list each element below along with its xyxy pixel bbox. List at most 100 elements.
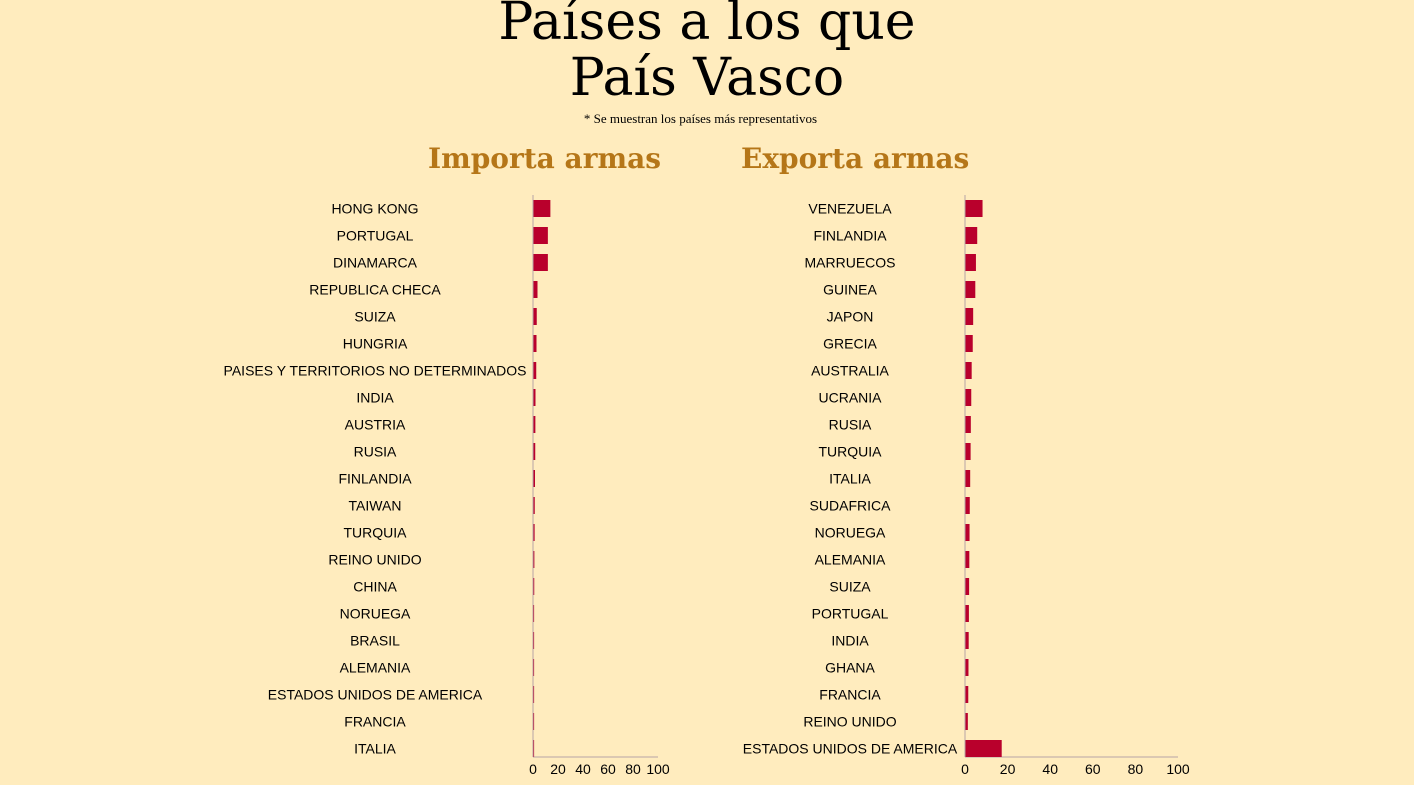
exports-bar	[965, 308, 974, 325]
exports-category-label: JAPON	[827, 309, 874, 325]
imports-category-label: ITALIA	[354, 741, 396, 757]
imports-bar	[533, 389, 536, 406]
exports-bar	[965, 632, 969, 649]
exports-bar	[965, 470, 971, 487]
imports-category-label: RUSIA	[354, 444, 397, 460]
exports-x-tick-label: 80	[1128, 761, 1144, 777]
exports-x-tick-label: 0	[961, 761, 969, 777]
imports-bar	[533, 416, 536, 433]
imports-category-label: FRANCIA	[344, 714, 406, 730]
exports-x-tick-label: 60	[1085, 761, 1101, 777]
imports-category-label: FINLANDIA	[338, 471, 412, 487]
exports-bar	[965, 551, 970, 568]
exports-bar	[965, 740, 1002, 757]
imports-x-tick-label: 80	[625, 761, 641, 777]
exports-bar	[965, 524, 970, 541]
exports-x-tick-label: 100	[1166, 761, 1190, 777]
imports-bar	[533, 497, 535, 514]
imports-x-tick-label: 20	[550, 761, 566, 777]
exports-bar	[965, 416, 971, 433]
title-line-1: Países a los que	[498, 0, 916, 52]
imports-bar	[533, 686, 535, 703]
exports-bar	[965, 254, 976, 271]
exports-category-label: SUIZA	[829, 579, 871, 595]
exports-x-tick-label: 20	[1000, 761, 1016, 777]
exports-category-label: FINLANDIA	[813, 228, 887, 244]
imports-bar	[533, 281, 538, 298]
exports-category-label: RUSIA	[829, 417, 872, 433]
imports-bar	[533, 308, 537, 325]
exports-category-label: FRANCIA	[819, 687, 881, 703]
imports-category-label: PORTUGAL	[337, 228, 414, 244]
imports-category-label: DINAMARCA	[333, 255, 418, 271]
imports-bar	[533, 659, 535, 676]
exports-bar	[965, 713, 968, 730]
imports-bar	[533, 470, 535, 487]
imports-category-label: HONG KONG	[331, 201, 418, 217]
imports-category-label: BRASIL	[350, 633, 400, 649]
exports-category-label: PORTUGAL	[812, 606, 889, 622]
exports-bar	[965, 281, 976, 298]
imports-category-label: PAISES Y TERRITORIOS NO DETERMINADOS	[224, 363, 527, 379]
imports-bar	[533, 605, 535, 622]
exports-category-label: GHANA	[825, 660, 875, 676]
exports-bar	[965, 605, 969, 622]
imports-bar	[533, 227, 548, 244]
exports-bar	[965, 578, 970, 595]
exports-bar	[965, 200, 983, 217]
imports-x-tick-label: 60	[600, 761, 616, 777]
exports-category-label: GUINEA	[823, 282, 877, 298]
imports-panel-title: Importa armas	[428, 142, 661, 175]
imports-bar	[533, 443, 536, 460]
imports-bar	[533, 362, 537, 379]
exports-category-label: NORUEGA	[815, 525, 886, 541]
imports-x-tick-label: 40	[575, 761, 591, 777]
exports-bar	[965, 659, 969, 676]
imports-category-label: HUNGRIA	[343, 336, 408, 352]
imports-category-label: ALEMANIA	[340, 660, 411, 676]
exports-category-label: AUSTRALIA	[811, 363, 889, 379]
subtitle-note: * Se muestran los países más representat…	[583, 111, 818, 126]
exports-bar	[965, 389, 972, 406]
imports-category-label: TURQUIA	[344, 525, 408, 541]
exports-bar	[965, 497, 970, 514]
imports-category-label: INDIA	[356, 390, 394, 406]
exports-bar	[965, 362, 972, 379]
imports-x-tick-label: 0	[529, 761, 537, 777]
exports-bar	[965, 443, 971, 460]
exports-category-label: ESTADOS UNIDOS DE AMERICA	[743, 741, 958, 757]
exports-bar	[965, 335, 973, 352]
exports-bar	[965, 686, 969, 703]
imports-category-label: NORUEGA	[340, 606, 411, 622]
exports-category-label: TURQUIA	[819, 444, 883, 460]
imports-bar	[533, 740, 535, 757]
imports-x-tick-label: 100	[646, 761, 670, 777]
imports-category-label: AUSTRIA	[345, 417, 406, 433]
imports-bar	[533, 713, 535, 730]
exports-category-label: REINO UNIDO	[803, 714, 896, 730]
imports-category-label: ESTADOS UNIDOS DE AMERICA	[268, 687, 483, 703]
imports-category-label: TAIWAN	[349, 498, 402, 514]
imports-bar	[533, 551, 535, 568]
imports-bar	[533, 578, 535, 595]
imports-bar	[533, 335, 537, 352]
imports-bar	[533, 254, 548, 271]
exports-category-label: INDIA	[831, 633, 869, 649]
exports-category-label: ALEMANIA	[815, 552, 886, 568]
title-line-2: País Vasco	[569, 48, 845, 108]
exports-category-label: ITALIA	[829, 471, 871, 487]
imports-bar	[533, 632, 535, 649]
exports-category-label: VENEZUELA	[808, 201, 892, 217]
exports-panel-title: Exporta armas	[741, 142, 970, 175]
exports-x-tick-label: 40	[1042, 761, 1058, 777]
imports-category-label: SUIZA	[354, 309, 396, 325]
exports-category-label: UCRANIA	[818, 390, 882, 406]
page-title: Países a los que País Vasco	[0, 0, 1414, 106]
imports-category-label: CHINA	[353, 579, 397, 595]
imports-category-label: REINO UNIDO	[328, 552, 421, 568]
exports-category-label: MARRUECOS	[804, 255, 895, 271]
imports-category-label: REPUBLICA CHECA	[309, 282, 441, 298]
exports-category-label: SUDAFRICA	[810, 498, 892, 514]
imports-bar	[533, 200, 551, 217]
